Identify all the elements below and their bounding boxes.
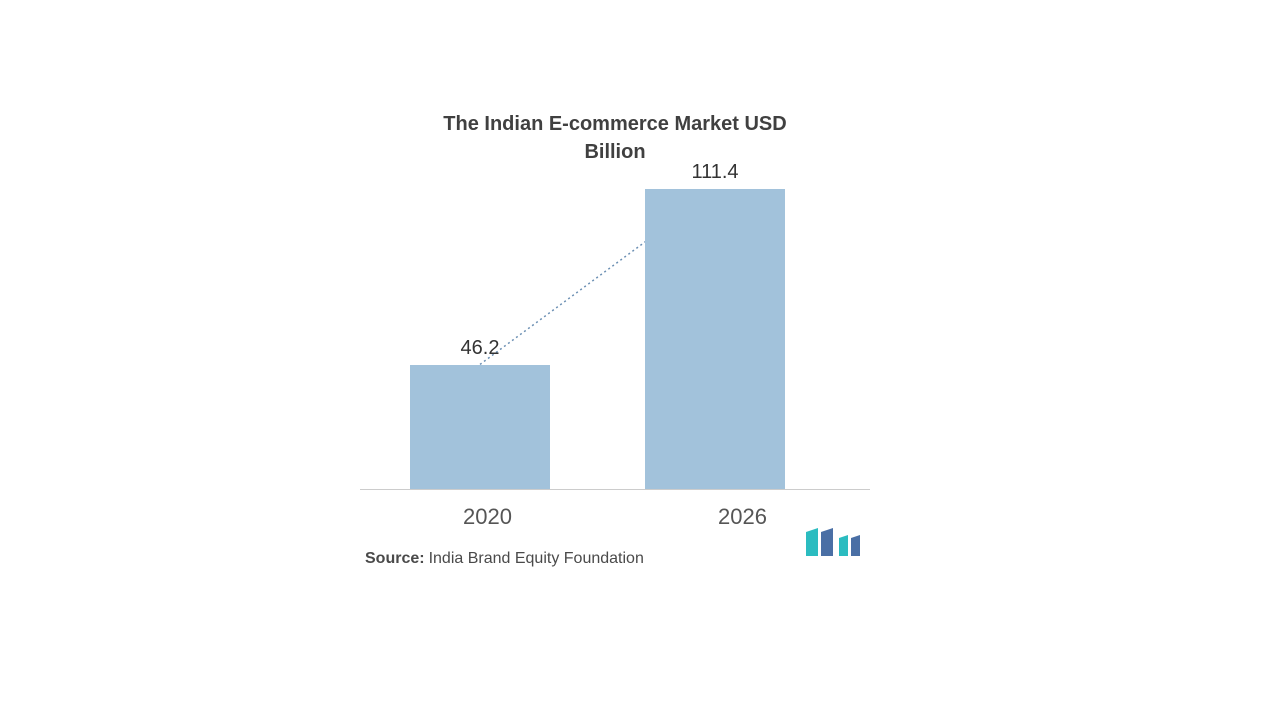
- chart-title-line1: The Indian E-commerce Market USD: [443, 113, 786, 135]
- chart-title-line2: Billion: [584, 141, 645, 163]
- plot-area: 46.2 111.4: [360, 190, 870, 490]
- x-label-2026: 2026: [718, 504, 767, 530]
- bar-2026: 111.4: [645, 189, 785, 489]
- x-label-2020: 2020: [463, 504, 512, 530]
- brand-logo-icon: [806, 528, 860, 561]
- chart-title: The Indian E-commerce Market USD Billion: [360, 110, 870, 166]
- bar-label-2020: 46.2: [461, 337, 500, 360]
- x-axis-labels: 2020 2026: [360, 504, 870, 530]
- source-label: Source:: [365, 550, 425, 568]
- chart-container: The Indian E-commerce Market USD Billion…: [360, 110, 870, 568]
- bar-2020: 46.2: [410, 365, 550, 489]
- source-row: Source: India Brand Equity Foundation: [360, 550, 870, 568]
- bar-label-2026: 111.4: [691, 161, 738, 184]
- source-text: India Brand Equity Foundation: [429, 550, 644, 568]
